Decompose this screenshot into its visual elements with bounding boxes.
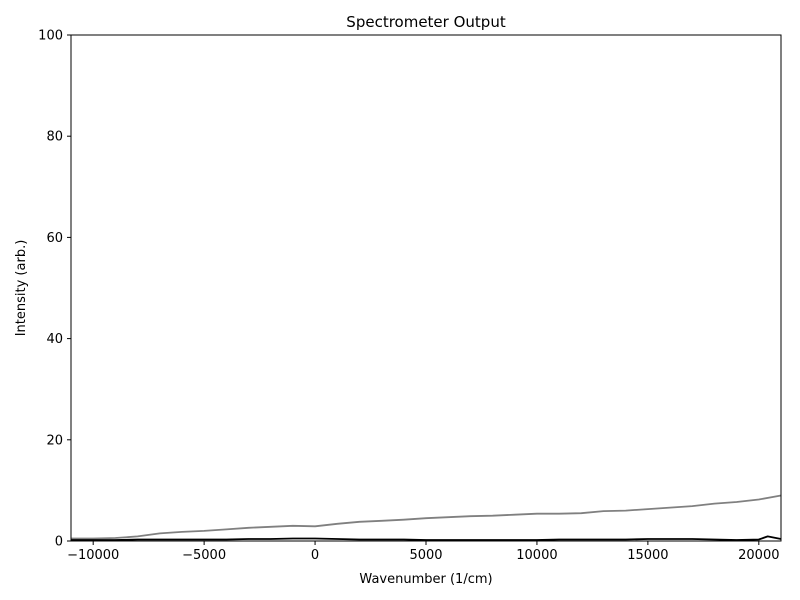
y-axis-label: Intensity (arb.) [14,240,29,337]
x-axis-label: Wavenumber (1/cm) [359,572,492,587]
x-tick-label: 5000 [409,548,442,563]
y-axis-ticks: 0 20 40 60 80 100 [38,29,71,550]
x-tick-label: 20000 [738,548,779,563]
chart-title: Spectrometer Output [346,13,506,31]
y-tick-label: 20 [46,433,63,448]
x-tick-label: −5000 [182,548,226,563]
x-axis-ticks: −10000 −5000 0 5000 10000 15000 20000 [67,541,779,563]
series-layer [71,494,782,541]
x-tick-label: 0 [311,548,319,563]
y-tick-label: 60 [46,231,63,246]
y-tick-label: 0 [55,535,63,550]
x-tick-label: 10000 [516,548,557,563]
y-tick-label: 80 [46,130,63,145]
series-line-2 [71,535,782,541]
plot-frame [70,34,782,542]
y-tick-label: 40 [46,332,63,347]
series-line-1 [71,494,782,540]
y-tick-label: 100 [38,29,63,44]
x-tick-label: 15000 [627,548,668,563]
x-tick-label: −10000 [67,548,119,563]
